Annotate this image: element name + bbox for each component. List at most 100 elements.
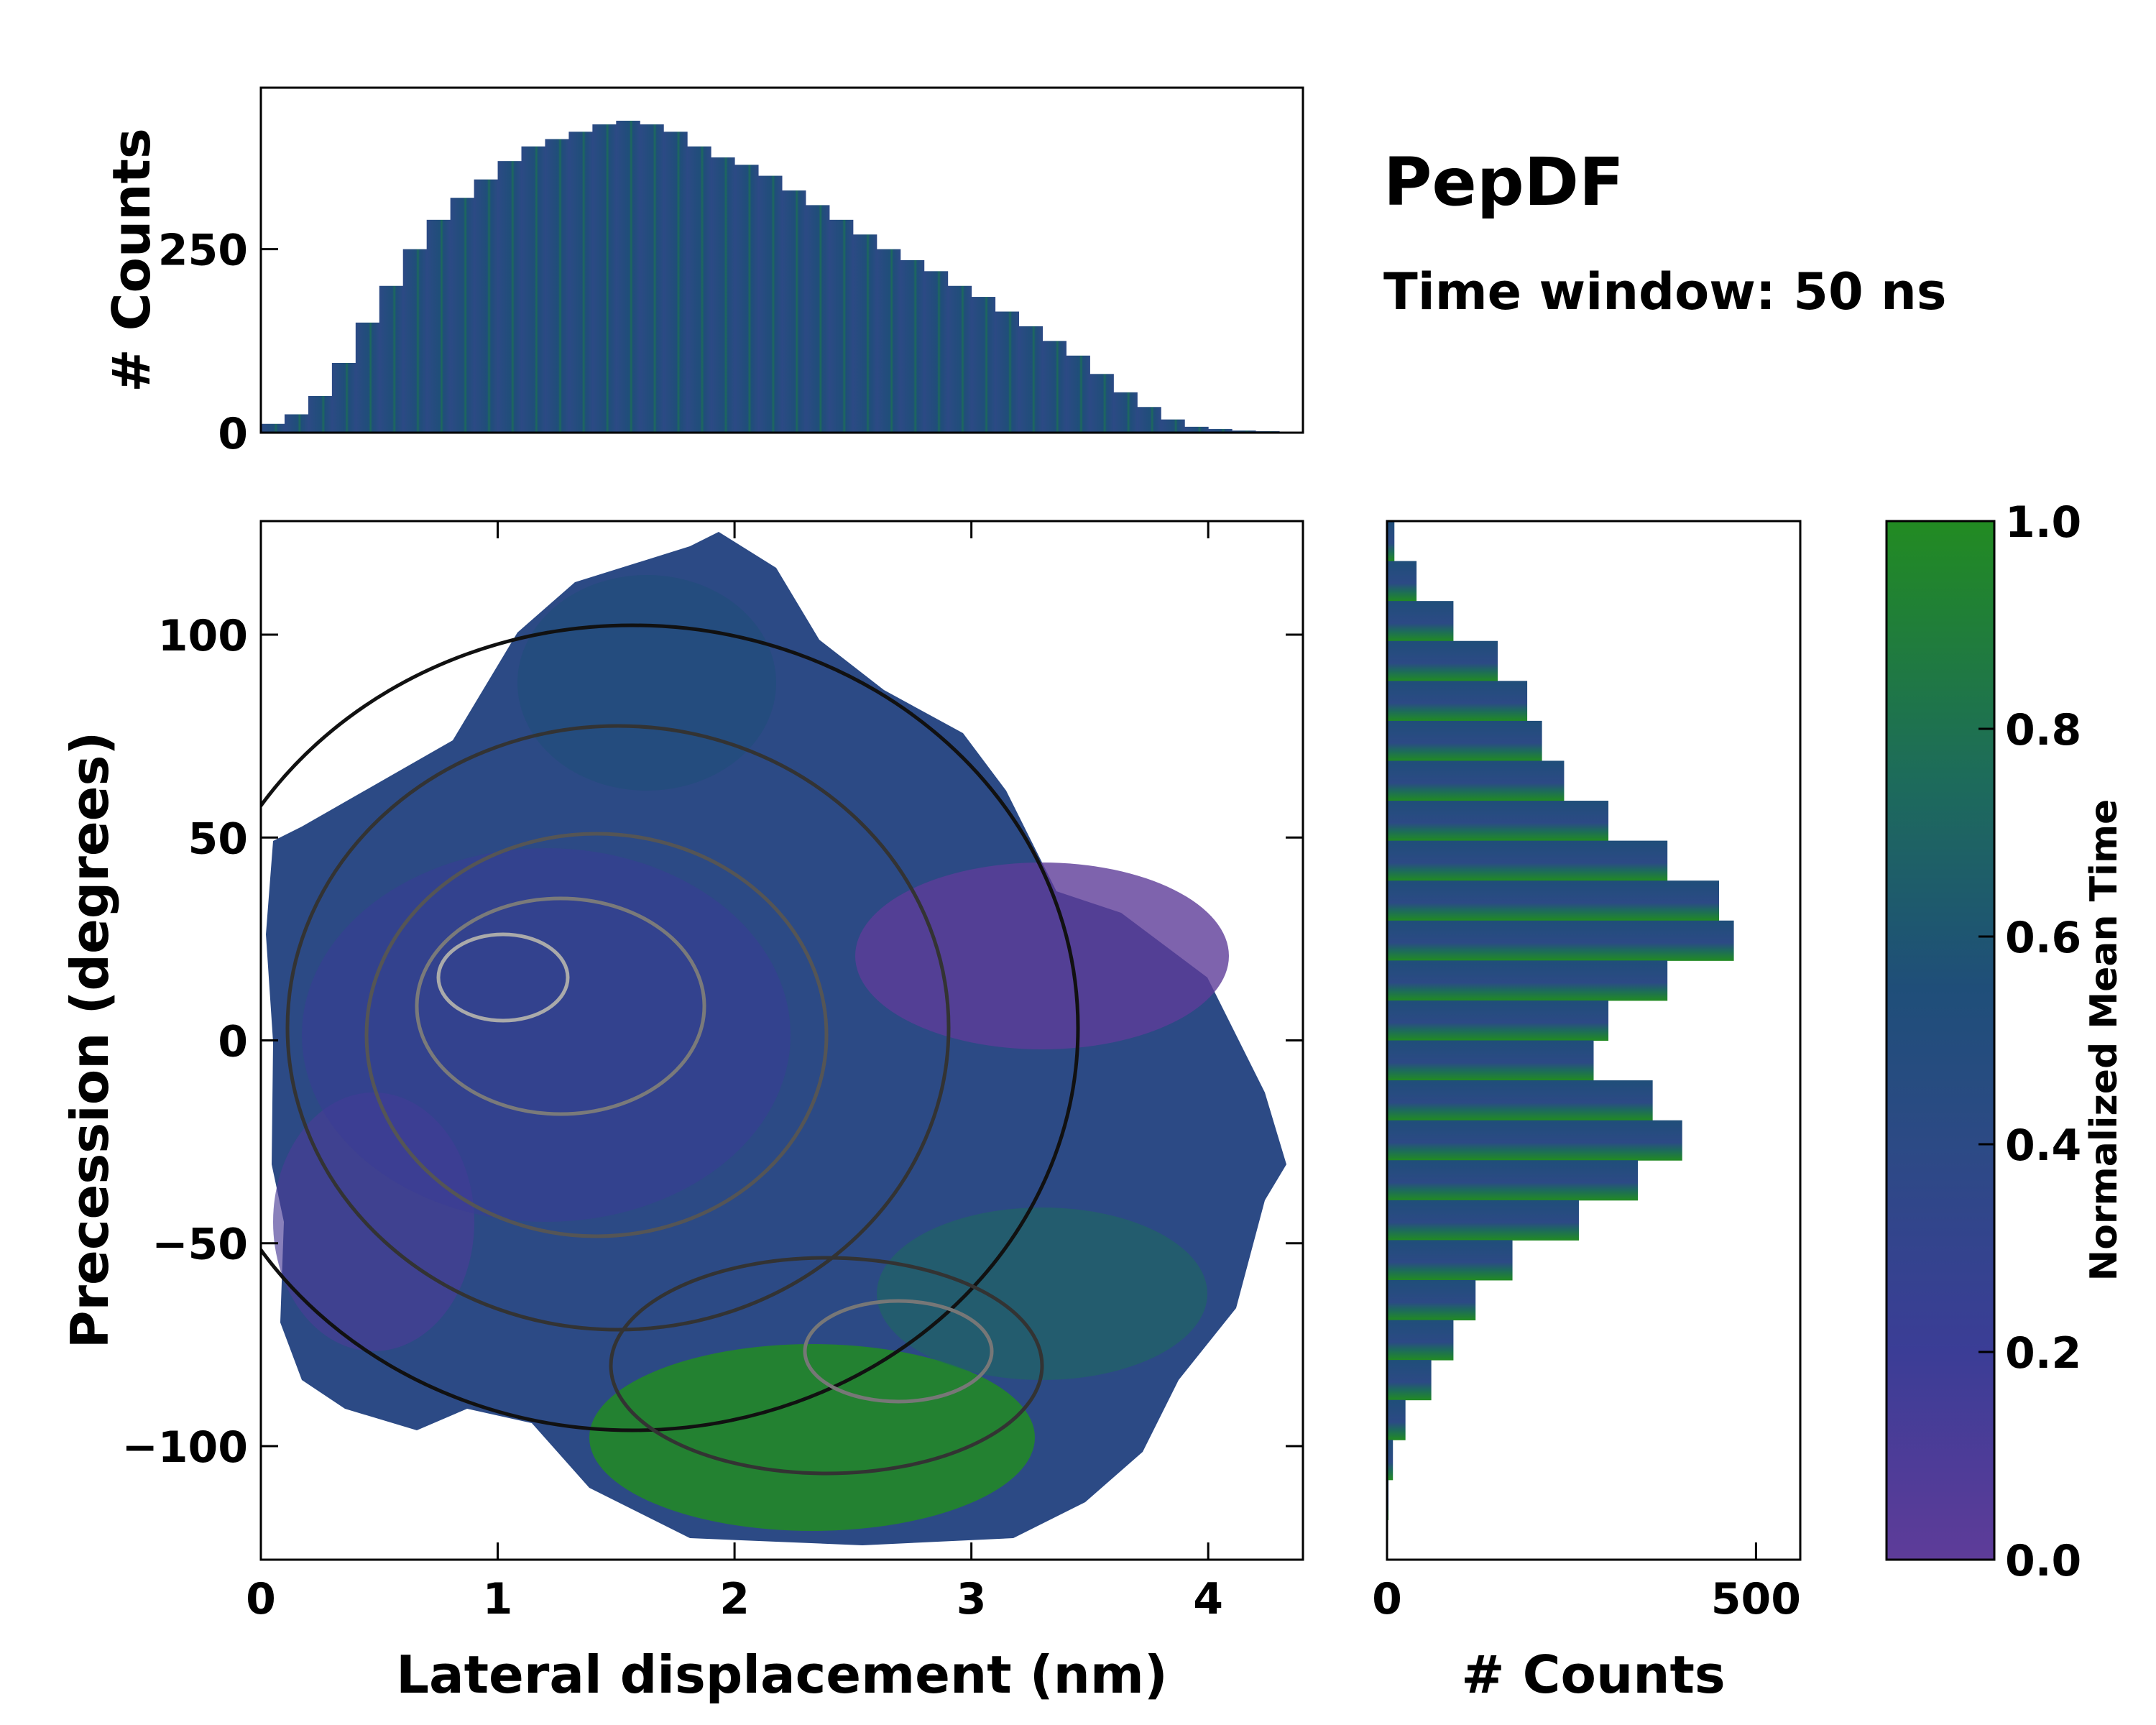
mid-time-region	[877, 1208, 1207, 1380]
right-histogram-bar	[1387, 1399, 1406, 1440]
density-contour	[285, 724, 951, 1332]
upper-lobe-region	[517, 575, 776, 791]
top-histogram-bar	[331, 362, 356, 433]
main-heatmap-xticks: 0 1 2 3 4	[246, 521, 1223, 1624]
top-histogram-bar	[426, 219, 451, 433]
top-histogram-yticks: 0 250	[158, 226, 278, 459]
top-histogram-bar	[687, 146, 711, 433]
right-histogram-bar	[1387, 840, 1668, 881]
top-histogram-bar	[805, 205, 830, 433]
top-histogram-bar	[592, 124, 617, 433]
x-tick-label: 3	[957, 1574, 987, 1624]
right-histogram-bar	[1387, 1040, 1594, 1081]
top-histogram-bar	[1137, 407, 1161, 433]
x-tick-label: 4	[1193, 1574, 1223, 1624]
right-histogram-bar	[1387, 1080, 1653, 1121]
top-histogram-bar	[355, 322, 380, 433]
top-histogram-frame	[259, 86, 1304, 434]
right-histogram-bar	[1387, 561, 1417, 602]
top-histogram-bar	[545, 139, 569, 433]
y-tick-label: 100	[158, 611, 248, 661]
top-histogram-bar	[640, 124, 664, 433]
top-histogram-bar	[1184, 426, 1209, 433]
late-time-region	[589, 1344, 1035, 1531]
right-histogram-bar	[1387, 1200, 1579, 1241]
y-tick-label: −100	[121, 1422, 248, 1473]
top-histogram-bars	[261, 120, 1304, 433]
chart-subtitle: Time window: 50 ns	[1383, 262, 1947, 321]
right-histogram-xlabel: # Counts	[1461, 1644, 1726, 1705]
top-histogram-bar	[852, 234, 877, 433]
colorbar-ticks: 0.0 0.2 0.4 0.6 0.8 1.0	[1978, 497, 2081, 1586]
y-tick-label: 0	[218, 1017, 248, 1067]
top-histogram-bar	[1089, 374, 1114, 433]
top-histogram-bar	[497, 161, 522, 433]
density-contour	[803, 1299, 994, 1404]
colorbar-gradient	[1885, 520, 1996, 1561]
right-histogram-bar	[1387, 1360, 1432, 1401]
right-histogram-frame	[1386, 520, 1802, 1561]
top-histogram-bar	[1042, 341, 1067, 433]
right-x-tick-label: 500	[1711, 1574, 1801, 1624]
right-histogram-xticks: 0 500	[1372, 1542, 1801, 1624]
top-histogram-bar	[734, 165, 759, 433]
right-histogram-bar	[1387, 601, 1454, 642]
right-histogram-bar	[1387, 1000, 1609, 1041]
right-histogram-bar	[1387, 1160, 1639, 1201]
top-y-tick-label: 250	[158, 226, 248, 276]
top-histogram-bar	[782, 190, 806, 433]
density-contour	[415, 896, 706, 1116]
top-histogram-ylabel: # Counts	[101, 128, 162, 392]
right-histogram-bar	[1387, 720, 1542, 761]
colorbar-tick-label: 0.8	[2005, 705, 2081, 755]
density-contour	[261, 623, 1080, 1432]
top-histogram-bar	[758, 175, 783, 433]
top-histogram-bar	[1232, 430, 1256, 433]
right-x-tick-label: 0	[1372, 1574, 1402, 1624]
right-histogram-bar	[1387, 1440, 1393, 1481]
right-histogram-bar	[1387, 801, 1609, 842]
y-tick-label: 50	[188, 814, 249, 864]
density-contour	[436, 932, 570, 1023]
top-histogram-bar	[923, 271, 949, 433]
top-histogram-bar	[616, 120, 640, 433]
right-histogram-bar	[1387, 1120, 1682, 1161]
colorbar-tick-label: 0.0	[2005, 1536, 2081, 1586]
core-region	[302, 848, 791, 1222]
right-histogram-bars	[1387, 521, 1734, 1520]
y-tick-label: −50	[152, 1220, 248, 1270]
colorbar-label: Normalized Mean Time	[2083, 799, 2126, 1282]
top-histogram-bar	[521, 146, 545, 433]
top-histogram-bar	[971, 297, 996, 433]
right-histogram-bar	[1387, 640, 1498, 681]
top-histogram-bar	[876, 249, 901, 433]
top-histogram-panel: 0 250 # Counts	[101, 86, 1304, 459]
top-histogram-bar	[1018, 326, 1043, 433]
top-histogram-bar	[995, 311, 1020, 433]
top-histogram-bar	[711, 157, 735, 433]
main-heatmap-panel: 0 1 2 3 4 −100 −50 0 50 100 Lateral displacement…	[60, 520, 1304, 1705]
right-histogram-bar	[1387, 760, 1565, 801]
top-histogram-bar	[308, 395, 333, 433]
right-histogram-bar	[1387, 880, 1720, 921]
right-histogram-bar	[1387, 1320, 1454, 1361]
main-heatmap-xlabel: Lateral displacement (nm)	[396, 1644, 1168, 1705]
top-histogram-bar	[1208, 428, 1233, 433]
right-histogram-bar	[1387, 681, 1528, 722]
top-histogram-bar	[900, 260, 925, 433]
x-tick-label: 0	[246, 1574, 276, 1624]
top-histogram-bar	[450, 198, 475, 433]
top-histogram-bar	[402, 249, 428, 433]
top-histogram-bar	[568, 132, 593, 433]
chart-title: PepDF	[1383, 144, 1624, 221]
main-heatmap-yticks: −100 −50 0 50 100	[121, 611, 1303, 1473]
colorbar-tick-label: 0.6	[2005, 913, 2081, 963]
top-histogram-bar	[261, 423, 285, 433]
right-histogram-panel: 0 500 # Counts	[1372, 520, 1802, 1705]
top-y-tick-label: 0	[218, 409, 248, 459]
top-histogram-bar	[284, 414, 309, 433]
right-histogram-bar	[1387, 1279, 1476, 1321]
right-histogram-bar	[1387, 960, 1668, 1001]
x-tick-label: 2	[719, 1574, 750, 1624]
